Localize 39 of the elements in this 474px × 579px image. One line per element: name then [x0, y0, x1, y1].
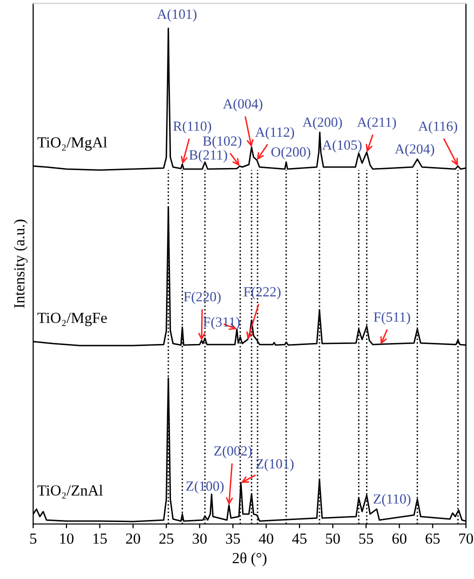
annotation: A(204) — [394, 144, 434, 157]
annotation: Z(002) — [214, 446, 252, 458]
x-axis-title: 2θ (°) — [232, 552, 266, 566]
x-tick-label: 20 — [126, 533, 140, 544]
x-tick-label: 40 — [258, 533, 274, 544]
x-tick-label: 25 — [159, 534, 174, 544]
annotation: F(511) — [374, 312, 410, 325]
x-tick-label: 45 — [292, 534, 307, 544]
y-axis-title: Intensity (a.u.) — [14, 220, 28, 308]
annotation: F(220) — [184, 292, 221, 304]
series-label: TiO₂/MgAl — [37, 136, 108, 151]
annotation: B(211) — [189, 150, 228, 162]
annotation: A(112) — [255, 127, 294, 140]
x-tick-label: 5 — [30, 534, 36, 544]
annotation: Z(110) — [374, 494, 410, 506]
series-label: TiO₂/MgFe — [37, 312, 107, 326]
x-tick-label: 15 — [93, 534, 107, 544]
annotation: A(004) — [222, 98, 262, 112]
x-tick-label: 55 — [359, 534, 374, 544]
x-tick-label: 65 — [426, 534, 440, 544]
x-tick-label: 10 — [60, 533, 74, 544]
series-label: TiO₂/ZnAl — [37, 484, 103, 499]
x-tick-label: 50 — [326, 533, 340, 544]
annotation: F(311) — [203, 316, 240, 330]
annotation: F(222) — [244, 286, 281, 300]
annotation: A(105) — [322, 140, 362, 153]
x-tick-label: 35 — [226, 534, 240, 544]
annotation: O(200) — [271, 146, 310, 160]
annotation: A(200) — [302, 117, 342, 130]
annotation: A(211) — [357, 117, 396, 130]
annotation: Z(101) — [256, 458, 294, 472]
x-tick-label: 60 — [392, 533, 406, 544]
annotation: A(101) — [157, 9, 196, 22]
annotation: R(110) — [173, 121, 212, 134]
x-tick-label: 30 — [192, 533, 207, 544]
annotation: A(116) — [418, 121, 458, 134]
x-tick-label: 70 — [459, 533, 473, 544]
annotation: B(102) — [202, 136, 242, 149]
annotation: Z(100) — [186, 481, 224, 494]
